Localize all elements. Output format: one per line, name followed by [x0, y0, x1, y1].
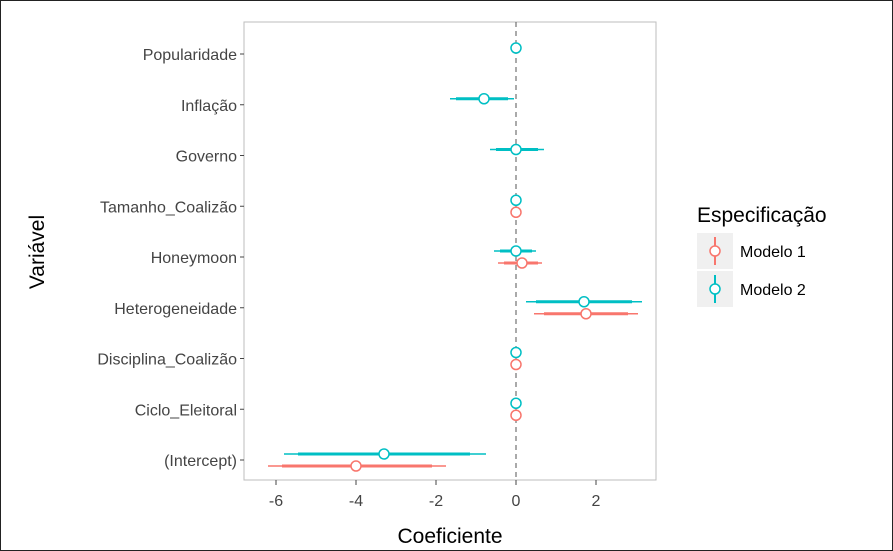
- y-tick-label: Heterogeneidade: [114, 301, 237, 318]
- point-estimate: [478, 93, 490, 105]
- point-estimate: [510, 42, 522, 54]
- point-estimate: [350, 460, 362, 472]
- x-tick-label: -6: [269, 493, 283, 510]
- point-estimate: [510, 358, 522, 371]
- y-tick-label: Honeymoon: [151, 250, 237, 267]
- point-estimate: [510, 397, 522, 409]
- y-tick-label: Governo: [176, 149, 237, 166]
- plot-panel: [243, 21, 657, 481]
- series-2: [284, 42, 642, 460]
- x-axis-ticks: [275, 480, 597, 485]
- y-tick-label: (Intercept): [164, 453, 237, 470]
- legend-key-point: [709, 245, 721, 257]
- point-estimate: [578, 296, 590, 308]
- point-estimate: [516, 257, 528, 269]
- x-tick-label: 2: [592, 493, 601, 510]
- legend-title: Especificação: [697, 204, 827, 227]
- x-tick-label: 0: [512, 493, 521, 510]
- x-axis-labels: -6 -4 -2 0 2: [269, 493, 601, 510]
- point-estimate: [510, 194, 522, 206]
- y-tick-label: Popularidade: [143, 47, 237, 64]
- y-axis-title: Variável: [26, 215, 49, 289]
- x-axis-title: Coeficiente: [397, 525, 502, 548]
- legend-label: Modelo 1: [740, 244, 806, 261]
- y-tick-label: Inflação: [181, 98, 237, 115]
- series-layer: [268, 42, 642, 472]
- legend-items: Modelo 1 Modelo 2: [697, 233, 806, 307]
- point-estimate: [510, 206, 522, 218]
- point-estimate: [510, 346, 522, 359]
- y-tick-label: Disciplina_Coalizão: [97, 352, 237, 369]
- legend: Especificação Modelo 1 Modelo 2: [697, 204, 827, 307]
- x-tick-label: -2: [429, 493, 443, 510]
- point-estimate: [510, 409, 522, 421]
- legend-label: Modelo 2: [740, 282, 806, 299]
- point-estimate: [378, 448, 390, 460]
- legend-key-point: [709, 283, 721, 295]
- point-estimate: [510, 245, 522, 257]
- y-tick-label: Tamanho_Coalizão: [100, 199, 237, 216]
- point-estimate: [580, 308, 592, 320]
- y-axis-ticks: [240, 53, 244, 461]
- point-estimate: [510, 143, 522, 156]
- y-axis-labels: Popularidade Inflação Governo Tamanho_Coali…: [97, 47, 237, 470]
- series-1: [268, 206, 638, 472]
- x-tick-label: -4: [349, 493, 363, 510]
- y-tick-label: Ciclo_Eleitoral: [135, 402, 237, 419]
